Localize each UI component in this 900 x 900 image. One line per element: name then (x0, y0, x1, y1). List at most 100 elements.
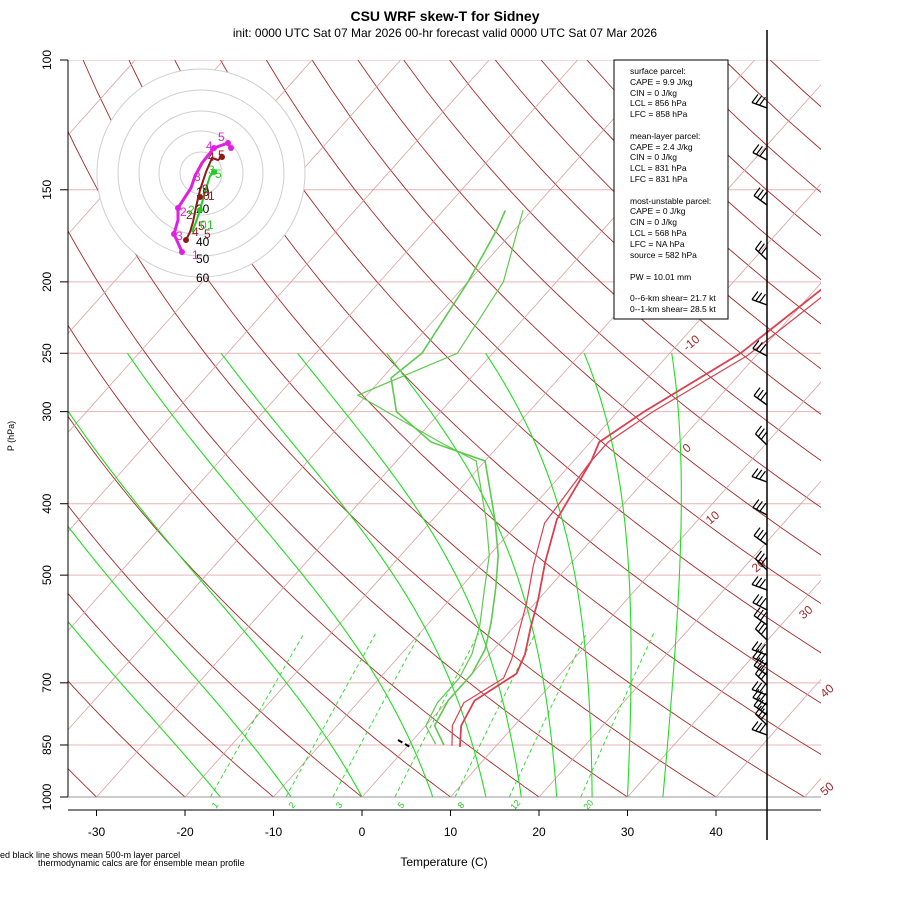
legend-ml-header: mean-layer parcel: (630, 131, 700, 141)
wind-barb-feather (755, 425, 762, 435)
y-tick-label: 150 (40, 179, 54, 199)
dry-adiabat-line (769, 60, 821, 108)
dry-adiabat-line (403, 60, 821, 462)
isotherm-line (68, 60, 667, 731)
wind-barb-feather (751, 641, 759, 650)
wind-barb-feather (757, 623, 765, 633)
hodograph-point-label: 5 (204, 227, 211, 241)
hodograph-marker (197, 207, 203, 213)
wind-barb-feather (760, 701, 768, 711)
wind-barb-feather (752, 689, 760, 698)
x-axis-ticks: -30 -20 -10 0 10 20 30 40 (88, 810, 723, 839)
wind-barb-feather (755, 342, 763, 351)
wind-barb-feather (757, 708, 765, 718)
hodograph-ring (158, 130, 244, 216)
chart-title: CSU WRF skew-T for Sidney (350, 8, 539, 24)
wind-barb-feather (760, 531, 768, 541)
isotherm-line (68, 60, 578, 632)
wind-barb (753, 187, 768, 206)
hodograph-markers (171, 140, 234, 255)
dry-adiabat-line (265, 60, 821, 605)
legend-box: surface parcel: CAPE = 9.9 J/kg CIN = 0 … (613, 59, 729, 320)
legend-mu-lcl: LCL = 568 hPa (630, 228, 687, 238)
y-tick-label: 500 (40, 565, 54, 585)
hodograph-point-label: 5 (215, 167, 222, 181)
wind-barb-feather (751, 681, 759, 690)
dry-adiabat-line (357, 60, 821, 508)
x-tick-label: 30 (621, 825, 635, 839)
wind-barb (753, 607, 768, 626)
hodograph-marker (211, 145, 217, 151)
wind-barb-shaft (751, 101, 768, 109)
wind-barb (753, 527, 768, 546)
wind-barb (753, 697, 768, 716)
mixing-ratio-line (285, 633, 376, 797)
hodograph-marker (219, 154, 225, 160)
wind-barb-shaft (755, 248, 768, 261)
hodograph-ring-label: 40 (196, 235, 210, 249)
wind-barb (755, 665, 768, 686)
wind-barb-feather (759, 470, 766, 480)
dry-adiabat-line (220, 60, 821, 654)
footnote-line2: thermodynamic calcs are for ensemble mea… (38, 858, 245, 868)
dry-adiabat-line (68, 324, 540, 797)
wind-barb (753, 657, 768, 676)
hodograph-ring (117, 89, 285, 257)
mixing-ratio-line (332, 633, 421, 797)
wind-barb-feather (752, 594, 760, 603)
mixing-ratio-lines (210, 633, 654, 797)
wind-barb (752, 499, 768, 516)
x-tick-label: 20 (532, 825, 546, 839)
legend-mu-cape: CAPE = 0 J/kg (630, 206, 686, 216)
legend-mu-source: source = 582 hPa (630, 250, 697, 260)
isotherm-label: 40 (817, 681, 836, 701)
isotherm-label: 50 (817, 779, 836, 799)
wind-barb-feather (755, 95, 763, 105)
temperature-profile-line (451, 296, 821, 746)
legend-surface-lcl: LCL = 856 hPa (630, 98, 687, 108)
isotherm-line (68, 60, 490, 533)
hodograph-marker (211, 169, 217, 175)
wind-barb (755, 550, 768, 571)
mixing-ratio-label: 12 (508, 798, 522, 812)
wind-barb-shaft (752, 696, 768, 706)
isotherm-line (450, 381, 821, 797)
y-tick-label: 850 (40, 735, 54, 755)
legend-ml-cin: CIN = 0 J/kg (630, 152, 677, 162)
wind-barb (751, 468, 768, 483)
isotherm-line (184, 84, 821, 797)
dry-adiabat-line (724, 60, 821, 150)
moist-adiabat-line (583, 353, 632, 797)
legend-surface-cape: CAPE = 9.9 J/kg (630, 77, 693, 87)
moist-adiabat-line (68, 620, 221, 797)
wind-barb (755, 425, 768, 446)
isotherm-line (804, 777, 821, 797)
hodograph-point-label: 1 (207, 218, 214, 232)
hodograph-marker (228, 145, 234, 151)
wind-barb-shaft (752, 601, 768, 611)
y-axis-label: P (hPa) (6, 421, 16, 451)
wind-barb-feather (757, 243, 765, 253)
dry-adiabat-line (68, 504, 363, 797)
hodograph-point-label: 9 (202, 182, 209, 196)
wind-barb-feather (755, 146, 763, 155)
dry-adiabat-line (68, 130, 717, 797)
wind-barb (752, 340, 768, 357)
mixing-ratio-line (394, 633, 479, 797)
wind-barb (751, 291, 768, 306)
wind-barb-feather (755, 665, 762, 675)
x-tick-label: 40 (709, 825, 723, 839)
wind-barb-shaft (753, 395, 768, 406)
wind-barb (751, 641, 768, 656)
isotherm-label: -10 (680, 332, 703, 354)
wind-barb-feather (760, 661, 768, 671)
y-tick-label: 1000 (40, 783, 54, 810)
legend-pw: PW = 10.01 mm (630, 272, 691, 282)
hodograph-point-label: 4 (208, 150, 215, 164)
wind-barb-feather (759, 643, 766, 653)
hodograph-marker (225, 140, 231, 146)
moist-adiabat-line (386, 352, 558, 797)
hodograph-trace (185, 156, 223, 241)
isotherm-line (627, 579, 821, 797)
